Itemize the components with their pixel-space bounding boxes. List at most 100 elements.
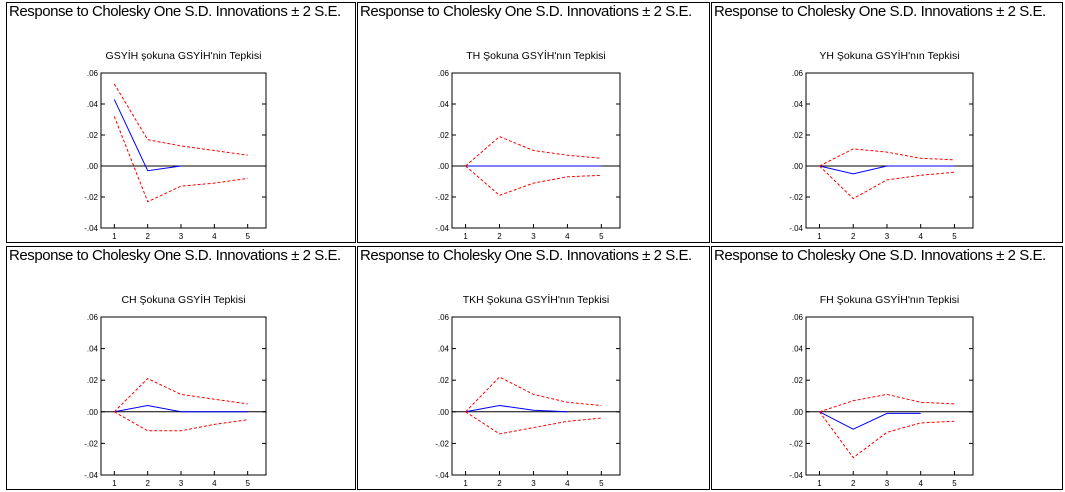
x-tick-label: 3 — [885, 232, 890, 241]
plot-frame — [100, 72, 267, 229]
y-tick-label: -.02 — [789, 193, 803, 202]
chart-title: YH Şokuna GSYİH'nın Tepkisi — [819, 49, 959, 62]
x-tick-label: 5 — [599, 479, 604, 488]
panel-header: Response to Cholesky One S.D. Innovation… — [9, 3, 341, 20]
plot-frame — [805, 72, 974, 229]
x-tick-label: 4 — [565, 479, 570, 488]
y-tick-label: .02 — [792, 376, 804, 385]
x-tick-label: 3 — [179, 232, 184, 241]
panel-header: Response to Cholesky One S.D. Innovation… — [714, 247, 1046, 264]
response-line — [114, 404, 248, 413]
x-tick-label: 1 — [112, 479, 117, 488]
panel-header: Response to Cholesky One S.D. Innovation… — [360, 247, 692, 264]
y-tick-label: .06 — [792, 313, 804, 322]
irf-panel-5: Response to Cholesky One S.D. Innovation… — [357, 246, 710, 490]
irf-chart: FH Şokuna GSYİH'nın Tepkisi -.04 -.02 .00 .0… — [789, 293, 974, 488]
response-line — [465, 404, 568, 413]
chart-title: TKH Şokuna GSYİH'nın Tepkisi — [463, 293, 610, 306]
x-tick-label: 2 — [497, 479, 502, 488]
x-tick-label: 3 — [531, 232, 536, 241]
x-tick-label: 2 — [851, 479, 856, 488]
y-tick-label: .06 — [438, 313, 450, 322]
irf-chart: TKH Şokuna GSYİH'nın Tepkisi -.04 -.02 .00.… — [435, 293, 621, 488]
x-tick-label: 3 — [885, 479, 890, 488]
plot-frame — [451, 316, 621, 476]
irf-panel-2: Response to Cholesky One S.D. Innovation… — [357, 2, 710, 243]
y-tick-label: .06 — [792, 69, 804, 78]
irf-chart: YH Şokuna GSYİH'nın Tepkisi -.04 -.02 .00 .0… — [789, 49, 974, 241]
x-tick-label: 4 — [212, 479, 217, 488]
y-tick-label: .06 — [438, 69, 450, 78]
x-tick-label: 5 — [952, 232, 957, 241]
upper-band-line — [113, 377, 248, 413]
y-tick-label: -.04 — [789, 471, 803, 480]
chart-title: TH Şokuna GSYİH'nın Tepkisi — [466, 49, 606, 62]
upper-band-line — [819, 148, 955, 167]
y-tick-label: .04 — [438, 345, 450, 354]
lower-band-line — [113, 116, 248, 203]
x-tick-label: 1 — [112, 232, 117, 241]
x-tick-label: 4 — [212, 232, 217, 241]
y-tick-label: .04 — [87, 100, 99, 109]
y-tick-label: .02 — [438, 376, 450, 385]
upper-band-line — [465, 376, 602, 413]
x-tick-label: 4 — [918, 232, 923, 241]
plot-frame — [100, 316, 267, 476]
irf-chart: TH Şokuna GSYİH'nın Tepkisi -.04 -.02 .00 .0… — [435, 49, 621, 241]
y-tick-label: .02 — [792, 131, 804, 140]
upper-band-line — [819, 393, 955, 413]
y-tick-label: .06 — [87, 313, 99, 322]
upper-band-line — [465, 136, 602, 167]
y-tick-label: .04 — [87, 345, 99, 354]
lower-band-line — [465, 165, 602, 196]
y-tick-label: .04 — [792, 345, 804, 354]
y-tick-label: -.02 — [84, 193, 98, 202]
x-tick-label: 5 — [952, 479, 957, 488]
response-line — [113, 99, 182, 172]
y-tick-label: .00 — [792, 408, 804, 417]
irf-chart: CH Şokuna GSYİH Tepkisi -.04 -.02 .00 .02 .04… — [84, 293, 267, 488]
y-tick-label: .00 — [87, 162, 99, 171]
x-tick-label: 3 — [531, 479, 536, 488]
x-tick-label: 4 — [918, 479, 923, 488]
x-tick-label: 2 — [145, 479, 150, 488]
plot-frame — [451, 72, 621, 229]
y-tick-label: .02 — [87, 376, 99, 385]
chart-title: GSYİH şokuna GSYİH'nin Tepkisi — [106, 49, 262, 62]
response-line — [819, 165, 955, 175]
x-tick-label: 1 — [463, 232, 468, 241]
x-tick-label: 4 — [565, 232, 570, 241]
y-tick-label: .02 — [87, 131, 99, 140]
panel-header: Response to Cholesky One S.D. Innovation… — [9, 247, 341, 264]
x-tick-label: 2 — [851, 232, 856, 241]
panel-header: Response to Cholesky One S.D. Innovation… — [360, 3, 692, 20]
x-tick-label: 3 — [179, 479, 184, 488]
y-tick-label: .00 — [87, 408, 99, 417]
lower-band-line — [819, 165, 955, 200]
y-tick-label: .06 — [87, 69, 99, 78]
irf-panel-1: Response to Cholesky One S.D. Innovation… — [6, 2, 356, 243]
y-tick-label: -.04 — [84, 224, 98, 233]
y-tick-label: -.04 — [789, 224, 803, 233]
x-tick-label: 2 — [145, 232, 150, 241]
y-tick-label: -.04 — [435, 224, 449, 233]
x-tick-label: 5 — [599, 232, 604, 241]
y-tick-label: -.02 — [789, 439, 803, 448]
chart-title: FH Şokuna GSYİH'nın Tepkisi — [820, 293, 960, 306]
panel-header: Response to Cholesky One S.D. Innovation… — [714, 3, 1046, 20]
y-tick-label: .04 — [792, 100, 804, 109]
lower-band-line — [114, 411, 248, 432]
plot-frame — [805, 316, 974, 476]
response-line — [819, 411, 921, 430]
y-tick-label: .02 — [438, 131, 450, 140]
lower-band-line — [819, 411, 955, 459]
y-tick-label: .00 — [438, 408, 450, 417]
x-tick-label: 1 — [817, 479, 822, 488]
y-tick-label: .00 — [792, 162, 804, 171]
upper-band-line — [113, 83, 248, 156]
x-tick-label: 2 — [497, 232, 502, 241]
y-tick-label: -.02 — [435, 439, 449, 448]
y-tick-label: -.04 — [435, 471, 449, 480]
y-tick-label: -.02 — [84, 439, 98, 448]
y-tick-label: .00 — [438, 162, 450, 171]
